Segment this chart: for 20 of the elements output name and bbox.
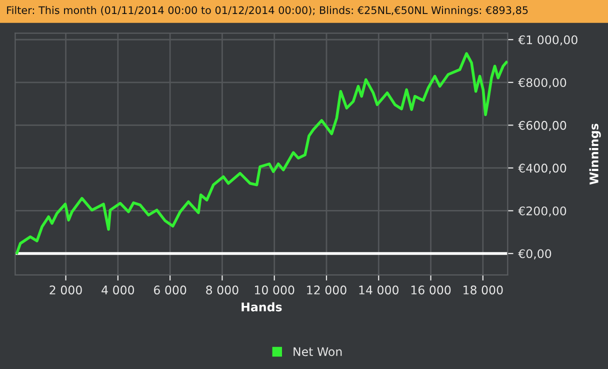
y-tick-label: €600,00 <box>518 120 566 132</box>
x-tick-label: 18 000 <box>464 286 503 294</box>
x-tick-label: 4 000 <box>102 286 134 294</box>
y-axis-title: Winnings <box>589 124 601 185</box>
x-tick-label: 6 000 <box>154 286 186 294</box>
x-tick-label: 14 000 <box>359 286 398 294</box>
line-series <box>16 52 508 254</box>
y-tick-label: €800,00 <box>518 78 566 88</box>
x-tick-label: 12 000 <box>307 286 346 294</box>
y-tick-label: €400,00 <box>518 164 566 174</box>
x-tick-label: 10 000 <box>254 286 294 294</box>
x-tick-label: 16 000 <box>411 286 451 294</box>
legend-label: Net Won <box>294 347 342 356</box>
x-axis-title: Hands <box>242 302 282 312</box>
chart-title: Filter: This month (01/11/2014 00:00 to 01/12/2014 00:00); Blinds: €25NL,€50NL Winnings: €893,85 <box>7 6 528 16</box>
y-tick-label: €1 000,00 <box>518 35 578 46</box>
x-tick-label: 2 000 <box>50 286 82 294</box>
y-tick-label: €0,00 <box>518 249 552 260</box>
x-tick-label: 8 000 <box>206 286 238 294</box>
y-tick-label: €200,00 <box>518 206 566 217</box>
